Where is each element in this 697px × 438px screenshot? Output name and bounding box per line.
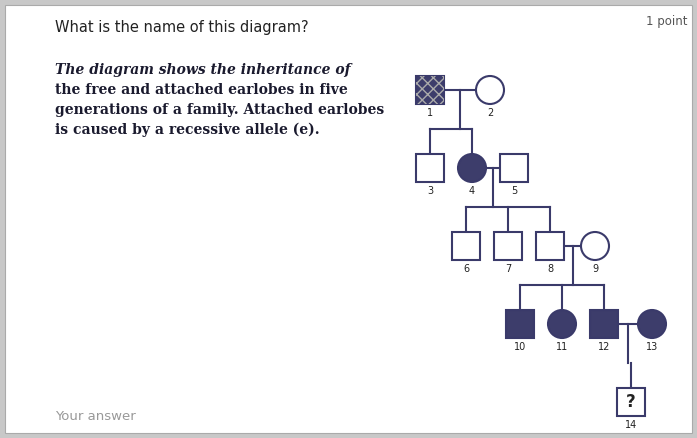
Bar bbox=[494, 232, 522, 260]
Bar bbox=[416, 76, 444, 104]
Circle shape bbox=[638, 310, 666, 338]
Text: The diagram shows the inheritance of: The diagram shows the inheritance of bbox=[55, 63, 351, 77]
Text: What is the name of this diagram?: What is the name of this diagram? bbox=[55, 20, 309, 35]
Text: 12: 12 bbox=[598, 342, 610, 352]
Circle shape bbox=[581, 232, 609, 260]
Text: is caused by a recessive allele (e).: is caused by a recessive allele (e). bbox=[55, 123, 320, 138]
Text: generations of a family. Attached earlobes: generations of a family. Attached earlob… bbox=[55, 103, 384, 117]
Text: 7: 7 bbox=[505, 264, 511, 274]
Bar bbox=[500, 154, 528, 182]
Text: the free and attached earlobes in five: the free and attached earlobes in five bbox=[55, 83, 348, 97]
Text: 9: 9 bbox=[592, 264, 598, 274]
Text: 1 point: 1 point bbox=[647, 15, 688, 28]
Bar bbox=[506, 310, 534, 338]
Circle shape bbox=[458, 154, 486, 182]
Text: 11: 11 bbox=[556, 342, 568, 352]
FancyBboxPatch shape bbox=[5, 5, 692, 433]
Text: 6: 6 bbox=[463, 264, 469, 274]
Bar bbox=[590, 310, 618, 338]
Circle shape bbox=[548, 310, 576, 338]
Text: 4: 4 bbox=[469, 186, 475, 196]
Text: 14: 14 bbox=[625, 420, 637, 430]
Text: ?: ? bbox=[626, 393, 636, 411]
Text: 8: 8 bbox=[547, 264, 553, 274]
Text: 3: 3 bbox=[427, 186, 433, 196]
Bar bbox=[536, 232, 564, 260]
Text: Your answer: Your answer bbox=[55, 410, 136, 423]
Text: 13: 13 bbox=[646, 342, 658, 352]
Text: 5: 5 bbox=[511, 186, 517, 196]
Bar bbox=[416, 76, 444, 104]
Bar bbox=[416, 154, 444, 182]
Text: 10: 10 bbox=[514, 342, 526, 352]
Bar bbox=[617, 388, 645, 416]
Text: 1: 1 bbox=[427, 108, 433, 118]
Text: 2: 2 bbox=[487, 108, 493, 118]
Bar bbox=[452, 232, 480, 260]
Circle shape bbox=[476, 76, 504, 104]
